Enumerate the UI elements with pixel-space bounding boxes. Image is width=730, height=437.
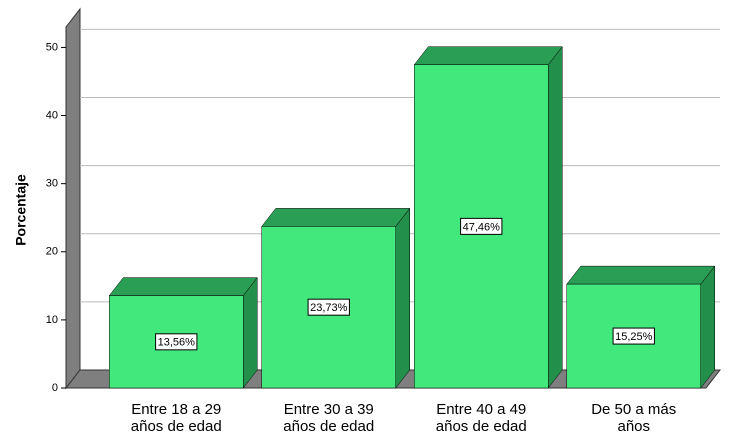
value-label-box	[460, 217, 503, 235]
bar-top	[413, 46, 563, 65]
x-tick-label: años de edad	[283, 418, 374, 435]
y-axis-label: Porcentaje	[13, 174, 29, 246]
bar-side	[548, 46, 563, 389]
y-tick-label: 10	[46, 314, 58, 326]
bar	[108, 276, 258, 389]
x-tick-label: Entre 18 a 29	[131, 401, 221, 418]
y-tick-label: 20	[46, 246, 58, 258]
bar	[261, 207, 411, 389]
y-tick-label: 50	[46, 41, 58, 53]
left-wall	[65, 7, 81, 390]
y-tick-label: 40	[46, 109, 58, 121]
value-label-box	[307, 298, 350, 316]
value-label: 23,73%	[310, 302, 348, 314]
x-tick-label: años de edad	[436, 418, 527, 435]
y-tick-label: 0	[52, 382, 58, 394]
value-label: 13,56%	[158, 337, 196, 349]
bar	[566, 265, 716, 389]
bar	[413, 46, 563, 389]
bar-side	[700, 265, 715, 389]
value-label-box	[612, 327, 655, 345]
value-label: 47,46%	[463, 221, 501, 233]
bar-side	[243, 276, 258, 389]
x-tick-label: De 50 a más	[591, 401, 676, 418]
y-tick-label: 30	[46, 178, 58, 190]
x-tick-label: Entre 40 a 49	[436, 401, 526, 418]
bar-top	[566, 265, 716, 285]
x-tick-label: Entre 30 a 39	[284, 401, 374, 418]
x-tick-label: años	[617, 418, 650, 435]
value-label: 15,25%	[615, 331, 653, 343]
bar-top	[261, 208, 411, 227]
value-label-box	[155, 333, 198, 351]
x-tick-label: años de edad	[131, 418, 222, 435]
bar-top	[108, 277, 258, 296]
bar-side	[395, 207, 410, 389]
